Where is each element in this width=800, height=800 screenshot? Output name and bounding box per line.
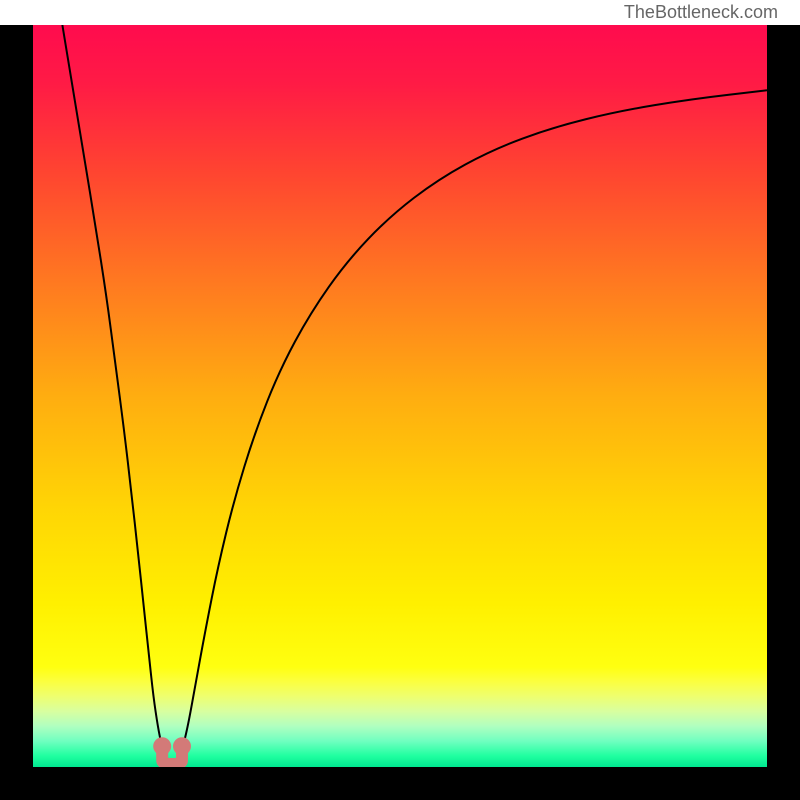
curve-overlay [33, 25, 767, 767]
frame-left [0, 25, 33, 800]
watermark-text: TheBottleneck.com [624, 2, 778, 23]
frame-right [767, 25, 800, 800]
plot-area [33, 25, 767, 767]
chart-container: TheBottleneck.com [0, 0, 800, 800]
frame-bottom [0, 767, 800, 800]
